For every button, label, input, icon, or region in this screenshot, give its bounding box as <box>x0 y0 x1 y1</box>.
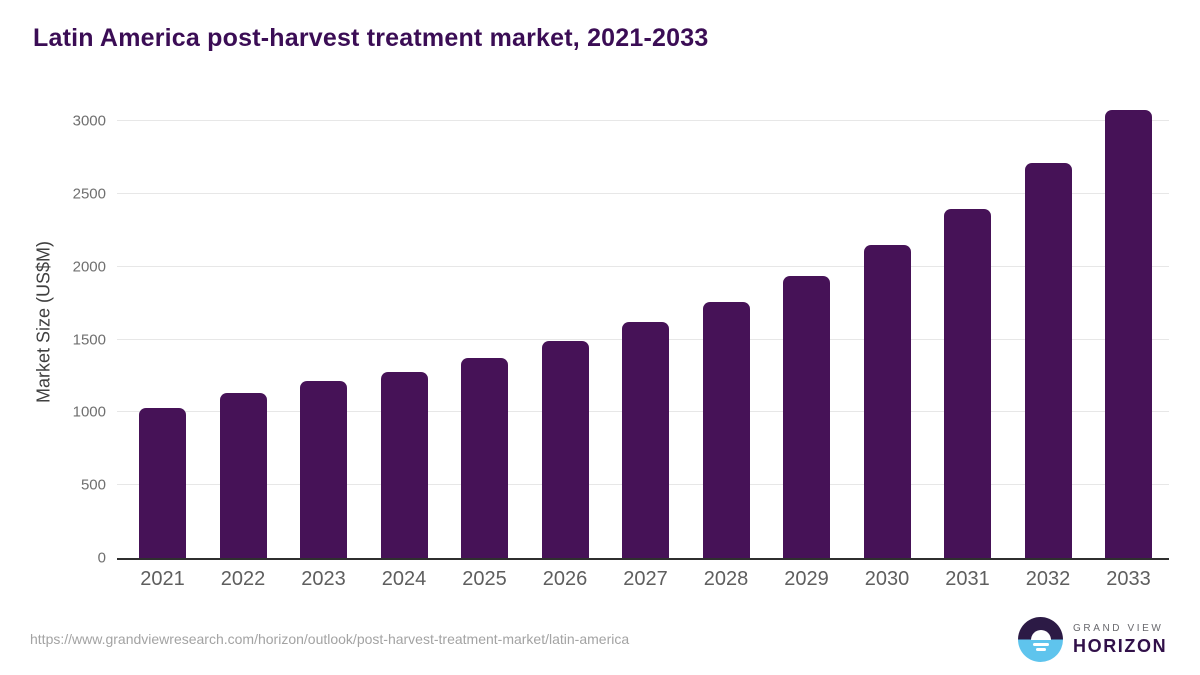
plot-area: 0 500 1000 1500 2000 2500 3000 <box>73 100 1169 567</box>
gridline <box>117 193 1169 194</box>
y-axis-title: Market Size (US$M) <box>33 240 54 404</box>
x-tick-label-2032: 2032 <box>1025 568 1071 590</box>
x-tick-label-2033: 2033 <box>1106 568 1151 590</box>
grand-view-horizon-logo: GRAND VIEW HORIZON <box>1018 617 1167 662</box>
x-tick-label-2030: 2030 <box>864 568 910 590</box>
x-tick-label-2031: 2031 <box>945 568 990 590</box>
bar-2028[interactable] <box>702 301 750 558</box>
x-tick-label-2021: 2021 <box>140 568 185 590</box>
gridline <box>117 120 1169 122</box>
y-tick-label: 0 <box>97 549 106 567</box>
x-tick-label-2029: 2029 <box>784 568 829 590</box>
x-tick-label-2024: 2024 <box>381 568 427 590</box>
x-tick-label-2023: 2023 <box>301 568 346 590</box>
bar-2025[interactable] <box>461 357 508 558</box>
bar-2032[interactable] <box>1024 163 1072 558</box>
y-tick-label: 500 <box>80 476 106 494</box>
bar-2033[interactable] <box>1105 109 1152 558</box>
gridline <box>117 265 1169 267</box>
x-tick-label-2025: 2025 <box>462 568 507 590</box>
y-tick-label: 2000 <box>72 258 106 276</box>
y-tick-label: 1000 <box>72 403 106 421</box>
y-tick-label: 3000 <box>72 112 106 130</box>
bar-2030[interactable] <box>863 244 911 558</box>
bar-2027[interactable] <box>622 322 669 558</box>
y-tick-label: 2500 <box>72 185 106 203</box>
bar-2021[interactable] <box>139 408 186 558</box>
logo-product-name: HORIZON <box>1073 635 1168 656</box>
x-tick-label-2026: 2026 <box>542 568 588 590</box>
bar-2023[interactable] <box>300 381 347 558</box>
y-tick-label: 1500 <box>72 331 106 349</box>
bar-2022[interactable] <box>219 393 267 558</box>
bar-2026[interactable] <box>541 341 589 558</box>
horizon-sun-icon <box>1018 617 1063 662</box>
logo-brand-name: GRAND VIEW <box>1073 622 1164 634</box>
x-tick-label-2027: 2027 <box>623 568 668 590</box>
bar-2029[interactable] <box>783 276 830 558</box>
x-tick-label-2022: 2022 <box>220 568 266 590</box>
bar-2024[interactable] <box>380 371 428 558</box>
bar-2031[interactable] <box>944 208 991 558</box>
source-url: https://www.grandviewresearch.com/horizo… <box>30 631 630 647</box>
x-axis-labels: 2021 2022 2023 2024 2025 2026 2027 2028 2029 2030… <box>117 568 1169 594</box>
x-tick-label-2028: 2028 <box>703 568 749 590</box>
chart-title: Latin America post-harvest treatment mar… <box>33 24 709 52</box>
